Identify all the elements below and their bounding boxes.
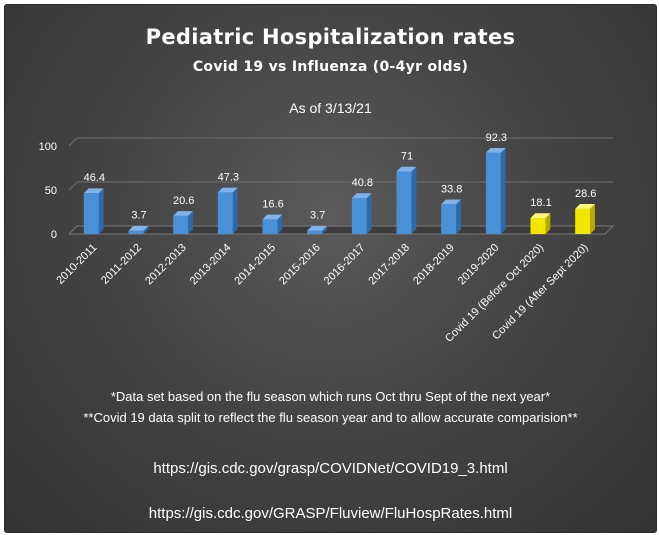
y-tick-label: 100: [39, 141, 57, 153]
source-link-fluview[interactable]: https://gis.cdc.gov/GRASP/Fluview/FluHos…: [148, 505, 513, 522]
bar-top: [217, 187, 238, 193]
bar-top: [307, 225, 327, 231]
bar-side: [143, 225, 149, 234]
bar: [396, 171, 412, 234]
bar-side: [411, 166, 417, 234]
bar-side: [98, 188, 104, 234]
data-label: 16.6: [262, 198, 283, 210]
bar-side: [232, 187, 238, 234]
x-tick-label: 2012-2013: [143, 242, 189, 288]
data-label: 46.4: [84, 172, 105, 184]
bar-side: [366, 193, 372, 234]
y-tick-label: 50: [45, 185, 57, 197]
data-label: 40.8: [352, 177, 373, 189]
chart-title: Pediatric Hospitalization rates: [145, 25, 516, 49]
bar: [173, 215, 189, 234]
bar-top: [441, 199, 461, 205]
bar: [262, 219, 278, 234]
bar-side: [590, 204, 595, 234]
bar-top: [173, 211, 193, 216]
bar: [575, 208, 591, 234]
bar-side: [456, 199, 461, 234]
x-tick-label: 2016-2017: [322, 242, 368, 288]
data-label: 3.7: [310, 210, 325, 222]
data-label: 28.6: [575, 188, 596, 200]
gridline: [68, 137, 613, 147]
bar-top: [262, 214, 283, 220]
x-tick-label: 2014-2015: [232, 242, 278, 288]
x-tick-label: 2015-2016: [277, 242, 323, 288]
bar: [307, 230, 323, 234]
bar-top: [530, 213, 551, 219]
bar: [217, 192, 233, 234]
x-tick-label: 2010-2011: [54, 242, 99, 287]
bar-top: [83, 188, 104, 194]
bar: [530, 218, 546, 234]
data-label: 20.6: [173, 195, 194, 207]
bar-top: [396, 166, 417, 172]
data-label: 47.3: [218, 171, 239, 183]
bar: [83, 193, 99, 234]
y-tick-label: 0: [51, 229, 57, 241]
bar-top: [351, 193, 372, 199]
data-label: 33.8: [441, 183, 462, 195]
data-label: 92.3: [486, 132, 507, 144]
x-tick-label: Covid 19 (After Sept 2020): [490, 242, 591, 343]
gridline: [68, 181, 613, 191]
bar-side: [322, 225, 327, 234]
chart-subtitle: Covid 19 vs Influenza (0-4yr olds): [192, 59, 469, 75]
source-link-covidnet[interactable]: https://gis.cdc.gov/grasp/COVIDNet/COVID…: [153, 460, 508, 477]
x-tick-label: 2018-2019: [411, 242, 457, 288]
bar-side: [545, 213, 551, 234]
x-tick-label: 2017-2018: [366, 242, 412, 288]
x-tick-label: 2019-2020: [456, 242, 502, 288]
footnote-flu-season: *Data set based on the flu season which …: [110, 389, 551, 404]
bar-top: [575, 204, 595, 209]
bar: [128, 230, 144, 234]
bar-side: [500, 147, 506, 234]
chart-slide: Pediatric Hospitalization rates Covid 19…: [4, 4, 657, 533]
data-label: 18.1: [530, 197, 551, 209]
data-label: 71: [401, 151, 413, 163]
as-of-date: As of 3/13/21: [289, 100, 372, 116]
chart-floor: [67, 225, 615, 235]
bar: [485, 152, 501, 234]
bar: [441, 204, 457, 234]
data-label: 3.7: [131, 210, 146, 222]
x-tick-label: 2013-2014: [188, 242, 234, 288]
bar-top: [128, 225, 149, 231]
bar: [351, 198, 367, 234]
bar-chart: 0 50 100 46.4 2010-2011 3.7 2011-2012 20.6 2012-…: [39, 132, 615, 345]
bar-side: [277, 214, 283, 234]
bar-top: [485, 147, 506, 153]
x-tick-label: 2011-2012: [99, 242, 144, 287]
footnote-covid-split: **Covid 19 data split to reflect the flu…: [83, 410, 578, 425]
bar-side: [188, 211, 193, 234]
